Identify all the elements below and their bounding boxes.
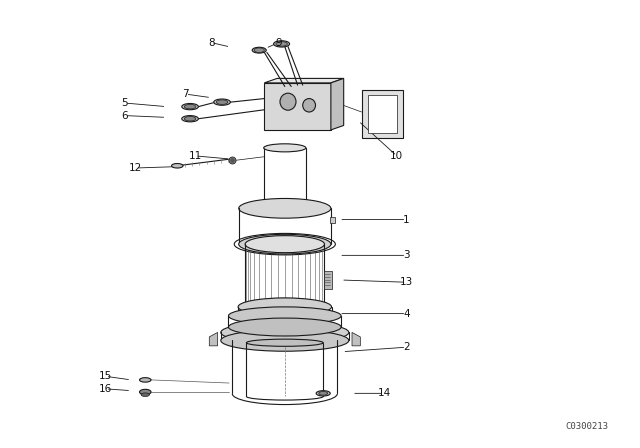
Ellipse shape bbox=[254, 48, 264, 52]
Text: 16: 16 bbox=[99, 384, 112, 394]
Bar bbox=[368, 95, 397, 133]
Text: 4: 4 bbox=[403, 309, 410, 319]
Bar bbox=[362, 90, 403, 138]
Ellipse shape bbox=[245, 236, 324, 253]
Ellipse shape bbox=[184, 104, 196, 109]
Ellipse shape bbox=[264, 144, 306, 152]
Polygon shape bbox=[352, 332, 360, 346]
Text: 14: 14 bbox=[378, 388, 390, 398]
Ellipse shape bbox=[140, 389, 151, 395]
Ellipse shape bbox=[239, 198, 331, 218]
Ellipse shape bbox=[280, 93, 296, 110]
Text: 11: 11 bbox=[189, 151, 202, 161]
Bar bbox=[324, 271, 332, 289]
Ellipse shape bbox=[228, 318, 341, 336]
Polygon shape bbox=[209, 332, 218, 346]
Text: 3: 3 bbox=[403, 250, 410, 260]
Ellipse shape bbox=[182, 103, 198, 110]
Polygon shape bbox=[264, 78, 344, 83]
Text: 2: 2 bbox=[403, 342, 410, 352]
Ellipse shape bbox=[216, 100, 228, 104]
Text: 12: 12 bbox=[129, 163, 142, 173]
Ellipse shape bbox=[276, 42, 287, 46]
Text: 7: 7 bbox=[182, 89, 189, 99]
Text: 13: 13 bbox=[400, 277, 413, 287]
Ellipse shape bbox=[221, 322, 349, 343]
Ellipse shape bbox=[184, 116, 196, 121]
Bar bbox=[330, 217, 335, 223]
Ellipse shape bbox=[239, 234, 331, 254]
Ellipse shape bbox=[141, 393, 150, 396]
Ellipse shape bbox=[252, 47, 266, 53]
Text: 15: 15 bbox=[99, 371, 112, 381]
Text: 5: 5 bbox=[122, 98, 128, 108]
Ellipse shape bbox=[303, 99, 316, 112]
Ellipse shape bbox=[319, 392, 328, 395]
Ellipse shape bbox=[140, 378, 151, 382]
Text: 6: 6 bbox=[122, 111, 128, 121]
Ellipse shape bbox=[245, 298, 324, 315]
Ellipse shape bbox=[221, 330, 349, 351]
Text: 8: 8 bbox=[208, 38, 214, 47]
Polygon shape bbox=[264, 83, 331, 130]
Text: 10: 10 bbox=[390, 151, 403, 161]
Ellipse shape bbox=[316, 391, 330, 396]
Ellipse shape bbox=[172, 164, 183, 168]
Text: 9: 9 bbox=[275, 38, 282, 47]
Ellipse shape bbox=[214, 99, 230, 105]
Ellipse shape bbox=[274, 41, 290, 47]
Ellipse shape bbox=[246, 339, 323, 346]
Ellipse shape bbox=[182, 116, 198, 122]
Text: C0300213: C0300213 bbox=[565, 422, 608, 431]
Ellipse shape bbox=[228, 307, 341, 325]
Ellipse shape bbox=[238, 298, 332, 316]
Text: 1: 1 bbox=[403, 215, 410, 224]
Polygon shape bbox=[331, 78, 344, 130]
